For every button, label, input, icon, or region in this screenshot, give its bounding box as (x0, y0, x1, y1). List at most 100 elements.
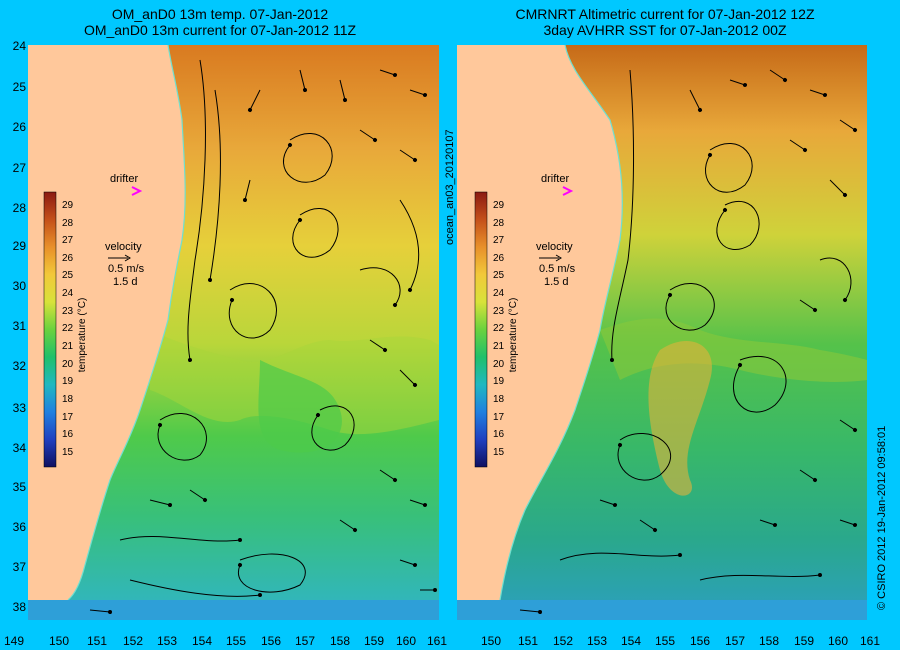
cbar-tick: 25 (493, 270, 505, 281)
velocity-scale: 0.5 m/s (108, 263, 145, 275)
cbar-tick: 15 (62, 447, 74, 458)
lon-tick: 161 (860, 634, 880, 648)
cbar-tick: 19 (493, 376, 505, 387)
colorbar-ticks: 29 28 27 26 25 24 23 22 21 20 19 18 17 1… (62, 200, 74, 458)
cbar-tick: 28 (62, 218, 74, 229)
lon-tick: 153 (587, 634, 607, 648)
velocity-arrowhead-icon (124, 254, 131, 262)
lon-tick: 152 (123, 634, 143, 648)
lon-tick: 156 (690, 634, 710, 648)
lat-tick: 34 (13, 441, 27, 455)
velocity-arrowhead-icon-right (555, 254, 562, 262)
lon-tick: 152 (553, 634, 573, 648)
right-map-panel: drifter velocity 0.5 m/s 1.5 d temperatu… (457, 44, 867, 620)
left-frontal-band (129, 260, 439, 435)
drifter-label-right: drifter (541, 173, 569, 185)
lon-tick: 159 (364, 634, 384, 648)
latitude-axis: 24 25 26 27 28 29 30 31 32 33 34 35 36 3… (13, 39, 27, 614)
left-longitude-axis: 149 150 151 152 153 154 155 156 157 158 … (4, 634, 447, 648)
left-panel-title: OM_anD0 13m temp. 07-Jan-2012 OM_anD0 13… (10, 6, 430, 38)
copyright-label: © CSIRO 2012 19-Jan-2012 09:58:01 (876, 425, 888, 610)
left-map-panel: drifter velocity 0.5 m/s 1.5 d temperatu… (28, 44, 439, 620)
right-longitude-axis: 150 151 152 153 154 155 156 157 158 159 … (481, 634, 880, 648)
drifter-marker-icon-right (562, 186, 574, 196)
lat-tick: 36 (13, 520, 27, 534)
lat-tick: 37 (13, 560, 27, 574)
lat-tick: 29 (13, 239, 27, 253)
right-current-vectors (519, 69, 857, 614)
lon-tick: 150 (481, 634, 501, 648)
cbar-tick: 22 (493, 323, 505, 334)
cbar-tick: 18 (62, 394, 74, 405)
cbar-tick: 28 (493, 218, 505, 229)
cbar-tick: 26 (62, 253, 74, 264)
product-id-label: ocean_an03_20120107 (444, 129, 456, 245)
lon-tick: 153 (157, 634, 177, 648)
left-coast-contour (67, 44, 186, 601)
lat-tick: 35 (13, 480, 27, 494)
left-eddy-green (258, 360, 342, 453)
right-land-australia (457, 45, 623, 600)
lon-tick: 158 (330, 634, 350, 648)
cbar-tick: 29 (493, 200, 505, 211)
drifter-label: drifter (110, 173, 138, 185)
lon-tick: 151 (87, 634, 107, 648)
cbar-tick: 23 (62, 306, 74, 317)
cbar-tick: 27 (493, 235, 505, 246)
lat-tick: 30 (13, 279, 27, 293)
left-title-line1: OM_anD0 13m temp. 07-Jan-2012 (111, 6, 329, 22)
cbar-tick: 18 (493, 394, 505, 405)
velocity-time-right: 1.5 d (544, 276, 568, 288)
right-title-line1: CMRNRT Altimetric current for 07-Jan-201… (515, 6, 815, 22)
colorbar (43, 191, 57, 468)
velocity-label: velocity (105, 241, 142, 253)
velocity-scale-right: 0.5 m/s (539, 263, 576, 275)
lat-tick: 33 (13, 401, 27, 415)
lat-tick: 27 (13, 161, 27, 175)
cbar-tick: 26 (493, 253, 505, 264)
cbar-tick: 17 (493, 412, 505, 423)
lat-tick: 26 (13, 120, 27, 134)
right-title-line2: 3day AVHRR SST for 07-Jan-2012 00Z (543, 22, 787, 38)
lat-tick: 25 (13, 80, 27, 94)
lat-tick: 31 (13, 319, 27, 333)
lon-tick: 159 (794, 634, 814, 648)
cbar-tick: 21 (62, 341, 74, 352)
right-south-strip (457, 600, 867, 620)
colorbar-right (474, 191, 488, 468)
lon-tick: 155 (655, 634, 675, 648)
cbar-tick: 20 (493, 359, 505, 370)
lon-tick: 158 (759, 634, 779, 648)
cbar-tick: 23 (493, 306, 505, 317)
cbar-tick: 29 (62, 200, 74, 211)
lat-tick: 24 (13, 39, 27, 53)
lon-tick: 150 (49, 634, 69, 648)
lon-tick: 156 (261, 634, 281, 648)
left-current-vectors (89, 59, 437, 614)
cbar-tick: 15 (493, 447, 505, 458)
cbar-tick: 17 (62, 412, 74, 423)
lat-tick: 38 (13, 600, 27, 614)
lon-tick: 149 (4, 634, 24, 648)
colorbar-title: temperature (°C) (77, 298, 88, 373)
lon-tick: 160 (828, 634, 848, 648)
left-land-australia (28, 45, 186, 600)
right-coast-contour (499, 44, 623, 601)
velocity-label-right: velocity (536, 241, 573, 253)
cbar-tick: 27 (62, 235, 74, 246)
cbar-tick: 16 (62, 429, 74, 440)
left-south-strip (28, 600, 439, 620)
cbar-tick: 24 (493, 288, 505, 299)
colorbar-ticks-right: 29 28 27 26 25 24 23 22 21 20 19 18 17 1… (493, 200, 505, 458)
cbar-tick: 16 (493, 429, 505, 440)
lon-tick: 151 (518, 634, 538, 648)
colorbar-title-right: temperature (°C) (508, 298, 519, 373)
lon-tick: 154 (192, 634, 212, 648)
lat-tick: 32 (13, 359, 27, 373)
velocity-time: 1.5 d (113, 276, 137, 288)
lon-tick: 160 (396, 634, 416, 648)
lon-tick: 161 (427, 634, 447, 648)
drifter-marker-icon (131, 186, 143, 196)
cbar-tick: 19 (62, 376, 74, 387)
